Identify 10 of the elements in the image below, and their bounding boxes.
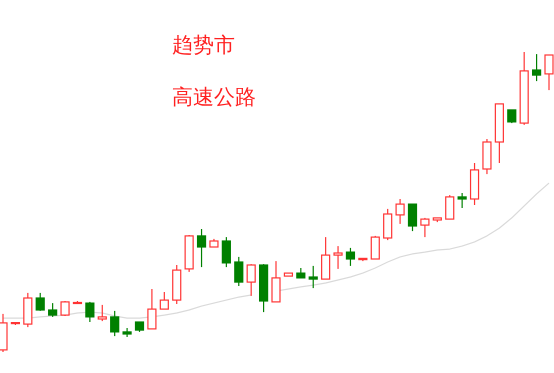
candlestick bbox=[110, 310, 120, 337]
chart-title: 趋势市 bbox=[172, 33, 235, 57]
candlestick bbox=[383, 208, 392, 241]
candlestick bbox=[23, 292, 32, 328]
candlestick bbox=[520, 51, 529, 126]
candlestick bbox=[172, 264, 182, 305]
text: 高速公路 bbox=[172, 85, 256, 109]
candlestick bbox=[234, 256, 244, 287]
candlestick bbox=[308, 265, 318, 289]
candlestick bbox=[98, 304, 107, 322]
